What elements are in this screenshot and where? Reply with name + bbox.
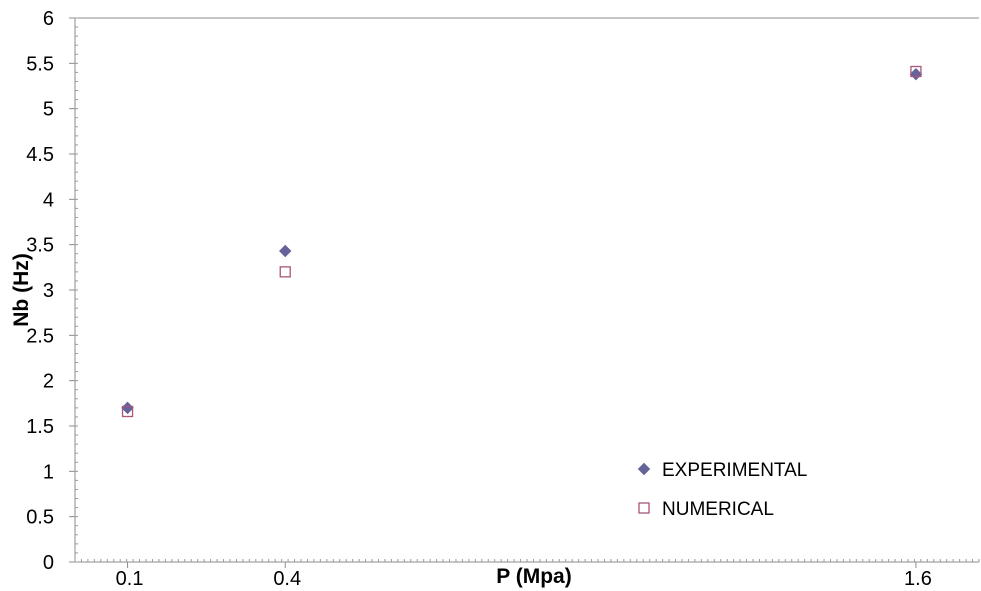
axes (74, 17, 979, 563)
numerical-point (121, 405, 134, 418)
y-tick-label: 2 (43, 371, 54, 393)
numerical-point (910, 65, 922, 78)
legend-item-experimental: EXPERIMENTAL (637, 460, 807, 481)
x-tick-label: 0.4 (273, 568, 301, 590)
legend: EXPERIMENTAL NUMERICAL (637, 460, 807, 520)
numerical-point (279, 266, 291, 278)
data-points (121, 65, 923, 418)
y-tick-label: 5.5 (26, 53, 54, 75)
legend-item-numerical: NUMERICAL (638, 499, 774, 520)
minor-ticks (74, 17, 980, 563)
y-tick-label: 2.5 (26, 325, 54, 347)
y-tick-label: 6 (43, 8, 54, 30)
x-tick-label: 0.1 (116, 568, 144, 590)
y-tick-label: 0 (43, 552, 54, 574)
y-tick-label: 1 (43, 461, 54, 483)
y-tick-label: 5 (43, 99, 54, 121)
x-tick-label: 1.6 (904, 568, 932, 590)
x-axis-ticks: 0.1 0.4 1.6 (116, 562, 932, 590)
experimental-point (279, 244, 292, 258)
legend-label-experimental: EXPERIMENTAL (662, 460, 807, 481)
y-tick-label: 4.5 (26, 144, 54, 166)
y-tick-label: 4 (43, 189, 54, 211)
y-tick-label: 0.5 (26, 507, 54, 529)
y-tick-label: 3 (43, 280, 54, 302)
x-axis-title: P (Mpa) (496, 565, 571, 588)
legend-square-marker (638, 502, 650, 514)
y-axis-title: Nb (Hz) (10, 253, 33, 326)
legend-label-numerical: NUMERICAL (662, 499, 774, 520)
legend-diamond-marker (637, 462, 651, 476)
experimental-point (121, 401, 134, 415)
experimental-point (909, 68, 923, 81)
y-tick-label: 3.5 (26, 235, 54, 257)
y-axis-ticks: 0 0.5 1 1.5 2 2.5 3 3.5 4 4.5 5 5.5 6 (26, 8, 75, 574)
y-tick-label: 1.5 (26, 416, 54, 438)
